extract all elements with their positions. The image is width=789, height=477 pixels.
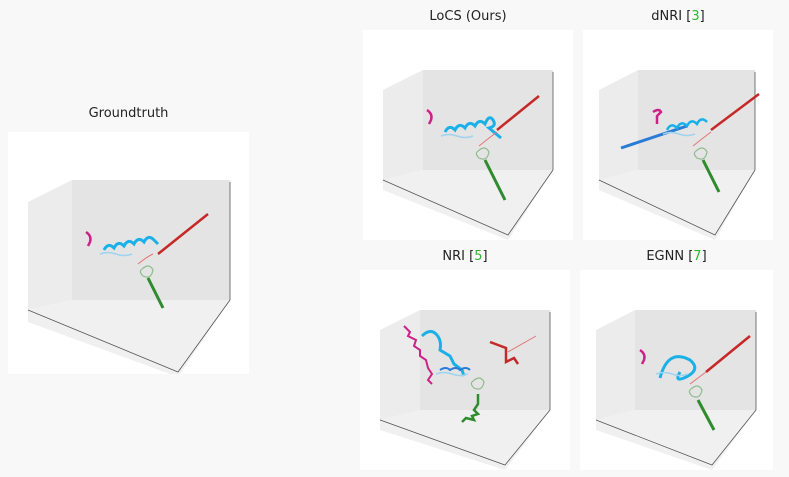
citation-link[interactable]: 5 xyxy=(474,249,483,264)
floor-pane xyxy=(28,300,230,374)
left-pane xyxy=(596,310,635,420)
trajectory-plot-locs xyxy=(382,70,554,240)
trajectory-green xyxy=(461,394,481,423)
trajectory-cyan xyxy=(658,355,697,381)
trajectory-light-green xyxy=(693,147,708,160)
trajectory-cyan xyxy=(102,235,160,251)
trajectory-red xyxy=(157,213,209,255)
trajectory-magenta xyxy=(639,348,646,365)
floor-pane xyxy=(599,170,755,240)
trajectory-light-blue xyxy=(440,133,474,139)
trajectory-light-red xyxy=(478,131,498,147)
back-pane xyxy=(72,180,230,300)
trajectory-light-green xyxy=(688,385,703,398)
trajectory-plot-groundtruth xyxy=(27,180,231,374)
panel-title-text: NRI xyxy=(442,249,465,264)
trajectory-green xyxy=(696,399,716,431)
panel-title-groundtruth: Groundtruth xyxy=(8,106,249,121)
trajectory-plot-nri xyxy=(379,310,551,470)
trajectory-light-red xyxy=(507,335,537,353)
trajectory-light-green xyxy=(470,377,485,390)
panel-title-locs: LoCS (Ours) xyxy=(363,9,573,24)
left-pane xyxy=(599,70,638,180)
back-pane xyxy=(638,70,755,170)
plot-panel-groundtruth xyxy=(8,132,249,374)
panel-title-nri: NRI [5] xyxy=(442,249,488,264)
panel-title-egnn: EGNN [7] xyxy=(646,249,707,264)
trajectory-light-blue xyxy=(99,251,133,257)
panel-title-dnri: dNRI [3] xyxy=(651,9,705,24)
floor-pane xyxy=(596,410,756,470)
left-pane xyxy=(28,180,72,310)
trajectory-red xyxy=(489,340,520,365)
left-pane xyxy=(383,70,423,180)
trajectory-cyan xyxy=(443,116,502,140)
panel-title-text: dNRI xyxy=(651,9,683,24)
plot-panel-locs xyxy=(363,30,573,240)
floor-axes xyxy=(27,299,231,373)
plot-panel-nri xyxy=(360,270,570,470)
floor-axes xyxy=(382,169,554,236)
trajectory-light-blue xyxy=(662,131,696,137)
trajectory-light-red xyxy=(692,131,712,147)
trajectory-light-red xyxy=(137,253,154,265)
panel-title-text: Groundtruth xyxy=(88,106,169,121)
back-pane xyxy=(420,310,550,410)
trajectory-blue xyxy=(439,367,471,372)
trajectory-magenta xyxy=(426,108,433,125)
trajectory-green xyxy=(483,159,507,201)
plot-panel-dnri xyxy=(583,30,773,240)
back-pane xyxy=(635,310,756,410)
floor-axes xyxy=(598,169,756,236)
trajectory-light-green xyxy=(139,265,154,278)
trajectory-plot-dnri xyxy=(598,70,760,240)
citation-link[interactable]: 3 xyxy=(691,9,700,24)
trajectory-light-green xyxy=(475,147,490,160)
trajectory-green xyxy=(701,159,721,193)
trajectory-plot-egnn xyxy=(595,310,757,470)
trajectory-magenta xyxy=(652,108,663,124)
trajectory-green xyxy=(146,277,165,309)
left-pane xyxy=(380,310,420,420)
trajectory-magenta xyxy=(403,325,434,385)
floor-axes xyxy=(379,409,551,466)
floor-pane xyxy=(383,170,553,240)
trajectory-red xyxy=(710,93,760,131)
citation-link[interactable]: 7 xyxy=(693,249,702,264)
trajectory-cyan xyxy=(420,329,466,377)
trajectory-red xyxy=(496,95,540,131)
panel-title-text: EGNN xyxy=(646,249,685,264)
plot-panel-egnn xyxy=(580,270,773,470)
floor-axes xyxy=(595,409,757,466)
floor-pane xyxy=(380,410,550,470)
trajectory-light-blue xyxy=(655,371,689,377)
trajectory-light-blue xyxy=(435,371,469,377)
trajectory-blue xyxy=(620,124,688,150)
trajectory-magenta xyxy=(85,230,92,247)
panel-title-text: LoCS (Ours) xyxy=(429,9,507,24)
trajectory-red xyxy=(705,335,751,373)
trajectory-light-red xyxy=(689,371,707,385)
trajectory-cyan xyxy=(665,118,708,131)
